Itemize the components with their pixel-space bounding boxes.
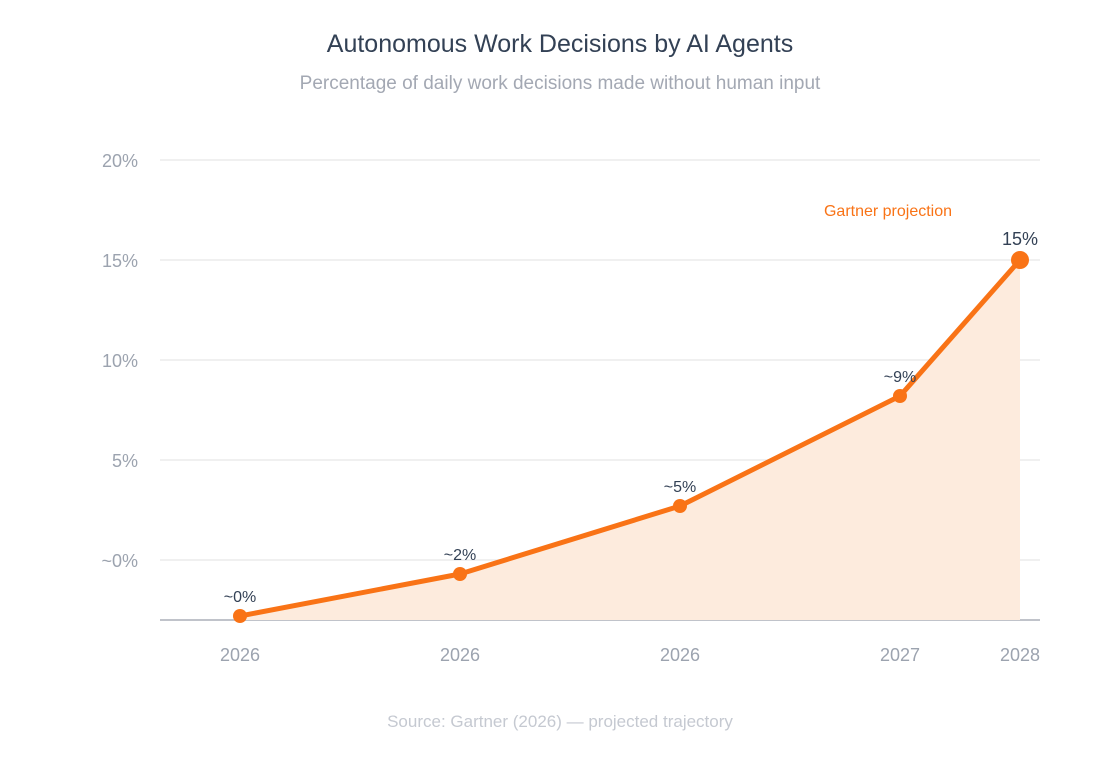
data-label: 15% <box>1002 229 1038 249</box>
chart-title: Autonomous Work Decisions by AI Agents <box>326 30 794 58</box>
x-tick-label: 2026 <box>440 645 480 665</box>
x-tick-label: 2027 <box>880 645 920 665</box>
data-point <box>453 567 467 581</box>
data-label: ~9% <box>884 369 916 386</box>
data-label: ~0% <box>224 589 256 606</box>
x-tick-label: 2026 <box>220 645 260 665</box>
data-label: ~5% <box>664 479 696 496</box>
data-point <box>893 389 907 403</box>
annotation: Gartner projection <box>824 203 952 220</box>
chart-source: Source: Gartner (2026) — projected traje… <box>387 712 733 731</box>
area-fill <box>240 260 1020 620</box>
data-point <box>233 609 247 623</box>
data-label: ~2% <box>444 547 476 564</box>
y-tick-label: 20% <box>102 151 138 171</box>
data-point <box>1011 251 1029 269</box>
data-point <box>673 499 687 513</box>
y-tick-label: 10% <box>102 351 138 371</box>
x-tick-label: 2028 <box>1000 645 1040 665</box>
y-tick-label: ~0% <box>101 551 138 571</box>
chart-subtitle: Percentage of daily work decisions made … <box>299 73 821 94</box>
y-tick-label: 15% <box>102 251 138 271</box>
y-tick-label: 5% <box>112 451 138 471</box>
x-tick-label: 2026 <box>660 645 700 665</box>
